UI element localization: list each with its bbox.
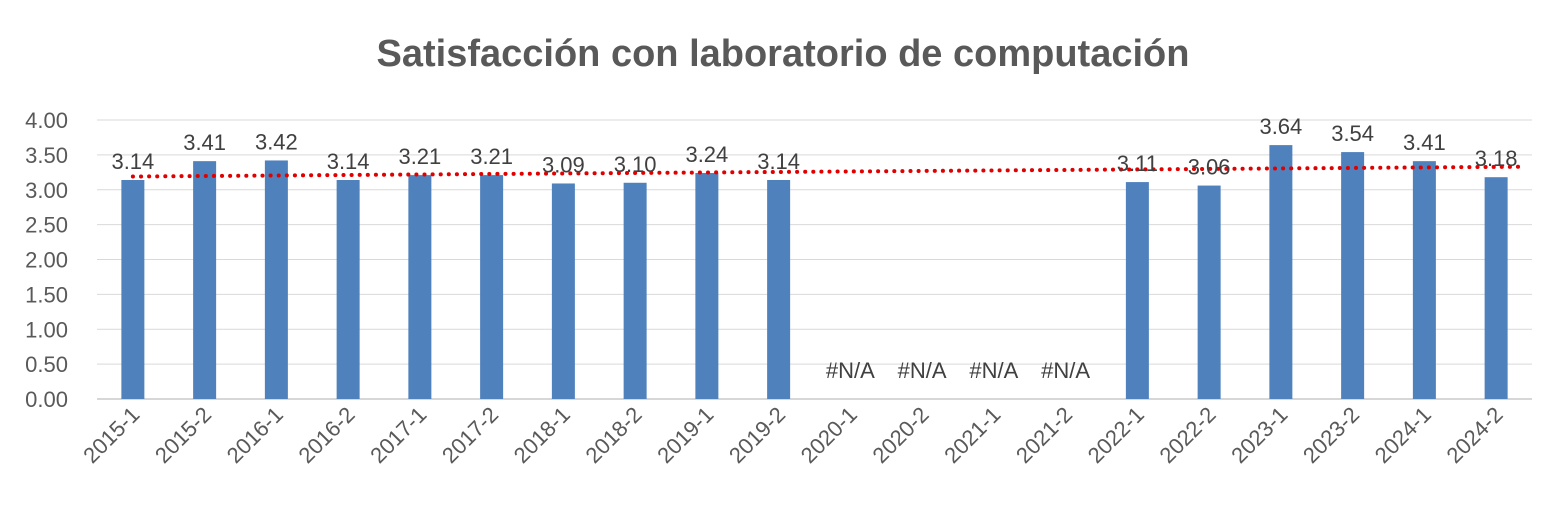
bar-2022-2 xyxy=(1197,185,1221,399)
data-label: 3.10 xyxy=(614,152,657,177)
trendline xyxy=(130,164,1524,179)
x-tick-label: 2016-2 xyxy=(294,402,360,468)
x-tick-label: 2021-2 xyxy=(1011,402,1077,468)
data-label-na: #N/A xyxy=(826,358,875,383)
bar-2024-1 xyxy=(1412,161,1436,399)
x-tick-label: 2019-2 xyxy=(724,402,790,468)
x-tick-label: 2018-2 xyxy=(581,402,647,468)
y-tick-label: 1.50 xyxy=(25,282,68,307)
bar-2024-2 xyxy=(1484,177,1508,399)
x-tick-label: 2020-2 xyxy=(868,402,934,468)
data-label: 3.21 xyxy=(398,144,441,169)
data-label: 3.41 xyxy=(1403,130,1446,155)
x-tick-label: 2016-1 xyxy=(222,402,288,468)
bar-2018-2 xyxy=(623,182,647,399)
gridlines xyxy=(97,119,1532,400)
x-tick-label: 2019-1 xyxy=(652,402,718,468)
bar-2019-1 xyxy=(695,173,719,399)
y-tick-label: 3.50 xyxy=(25,143,68,168)
bar-2023-1 xyxy=(1269,145,1293,399)
x-tick-label: 2023-1 xyxy=(1226,402,1292,468)
data-label: 3.11 xyxy=(1117,151,1158,176)
x-tick-label: 2015-2 xyxy=(150,402,216,468)
data-labels: 3.14 3.41 3.42 3.14 3.21 3.21 3.09 3.10 3.24 3.14… xyxy=(111,114,1517,383)
x-tick-label: 2015-1 xyxy=(78,402,144,468)
x-tick-label: 2018-1 xyxy=(509,402,575,468)
y-tick-label: 0.00 xyxy=(25,387,68,412)
y-axis-ticks: 0.00 0.50 1.00 1.50 2.00 2.50 3.00 3.50 4.00 xyxy=(25,108,68,412)
data-label: 3.09 xyxy=(542,152,585,177)
data-label: 3.18 xyxy=(1475,146,1518,171)
data-label: 3.06 xyxy=(1188,155,1231,180)
x-tick-label: 2020-1 xyxy=(796,402,862,468)
data-label: 3.24 xyxy=(685,142,728,167)
x-tick-label: 2022-1 xyxy=(1083,402,1149,468)
x-tick-label: 2024-2 xyxy=(1442,402,1508,468)
bar-2015-1 xyxy=(121,179,145,399)
bar-2022-1 xyxy=(1125,182,1149,399)
x-tick-label: 2017-1 xyxy=(365,402,431,468)
data-label: 3.41 xyxy=(183,130,226,155)
data-label: 3.14 xyxy=(757,149,800,174)
bar-2018-1 xyxy=(551,183,575,399)
x-tick-label: 2023-2 xyxy=(1298,402,1364,468)
bar-2016-1 xyxy=(264,160,288,399)
bar-2017-1 xyxy=(408,175,432,399)
x-tick-label: 2021-1 xyxy=(939,402,1005,468)
x-axis-ticks: 2015-1 2015-2 2016-1 2016-2 2017-1 2017-2 2018… xyxy=(78,402,1507,468)
data-label: 3.21 xyxy=(470,144,513,169)
bar-2015-2 xyxy=(193,161,217,399)
data-label: 3.54 xyxy=(1331,121,1374,146)
data-label-na: #N/A xyxy=(1041,358,1090,383)
bar-2023-2 xyxy=(1341,152,1365,399)
data-label-na: #N/A xyxy=(898,358,947,383)
x-tick-label: 2024-1 xyxy=(1370,402,1436,468)
bar-2016-2 xyxy=(336,179,360,399)
bar-2017-2 xyxy=(480,175,504,399)
y-tick-label: 2.50 xyxy=(25,213,68,238)
x-tick-label: 2022-2 xyxy=(1155,402,1221,468)
data-label: 3.42 xyxy=(255,129,298,154)
trendline-layer xyxy=(130,164,1524,179)
y-tick-label: 1.00 xyxy=(25,317,68,342)
bar-2019-2 xyxy=(767,179,791,399)
data-label: 3.14 xyxy=(327,149,370,174)
chart-title: Satisfacción con laboratorio de computac… xyxy=(377,33,1190,75)
bars xyxy=(121,145,1508,399)
y-tick-label: 4.00 xyxy=(25,108,68,133)
y-tick-label: 3.00 xyxy=(25,178,68,203)
data-label: 3.14 xyxy=(111,149,154,174)
data-label: 3.64 xyxy=(1259,114,1302,139)
y-tick-label: 2.00 xyxy=(25,248,68,273)
y-tick-label: 0.50 xyxy=(25,352,68,377)
data-label-na: #N/A xyxy=(969,358,1018,383)
x-tick-label: 2017-2 xyxy=(437,402,503,468)
